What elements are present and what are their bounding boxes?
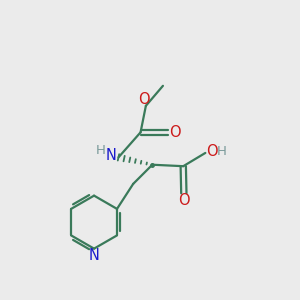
Text: O: O [207, 144, 218, 159]
Text: H: H [95, 144, 105, 158]
Text: O: O [178, 193, 190, 208]
Text: H: H [217, 145, 226, 158]
Text: O: O [169, 125, 181, 140]
Text: O: O [138, 92, 149, 107]
Text: N: N [88, 248, 100, 262]
Text: N: N [106, 148, 117, 163]
